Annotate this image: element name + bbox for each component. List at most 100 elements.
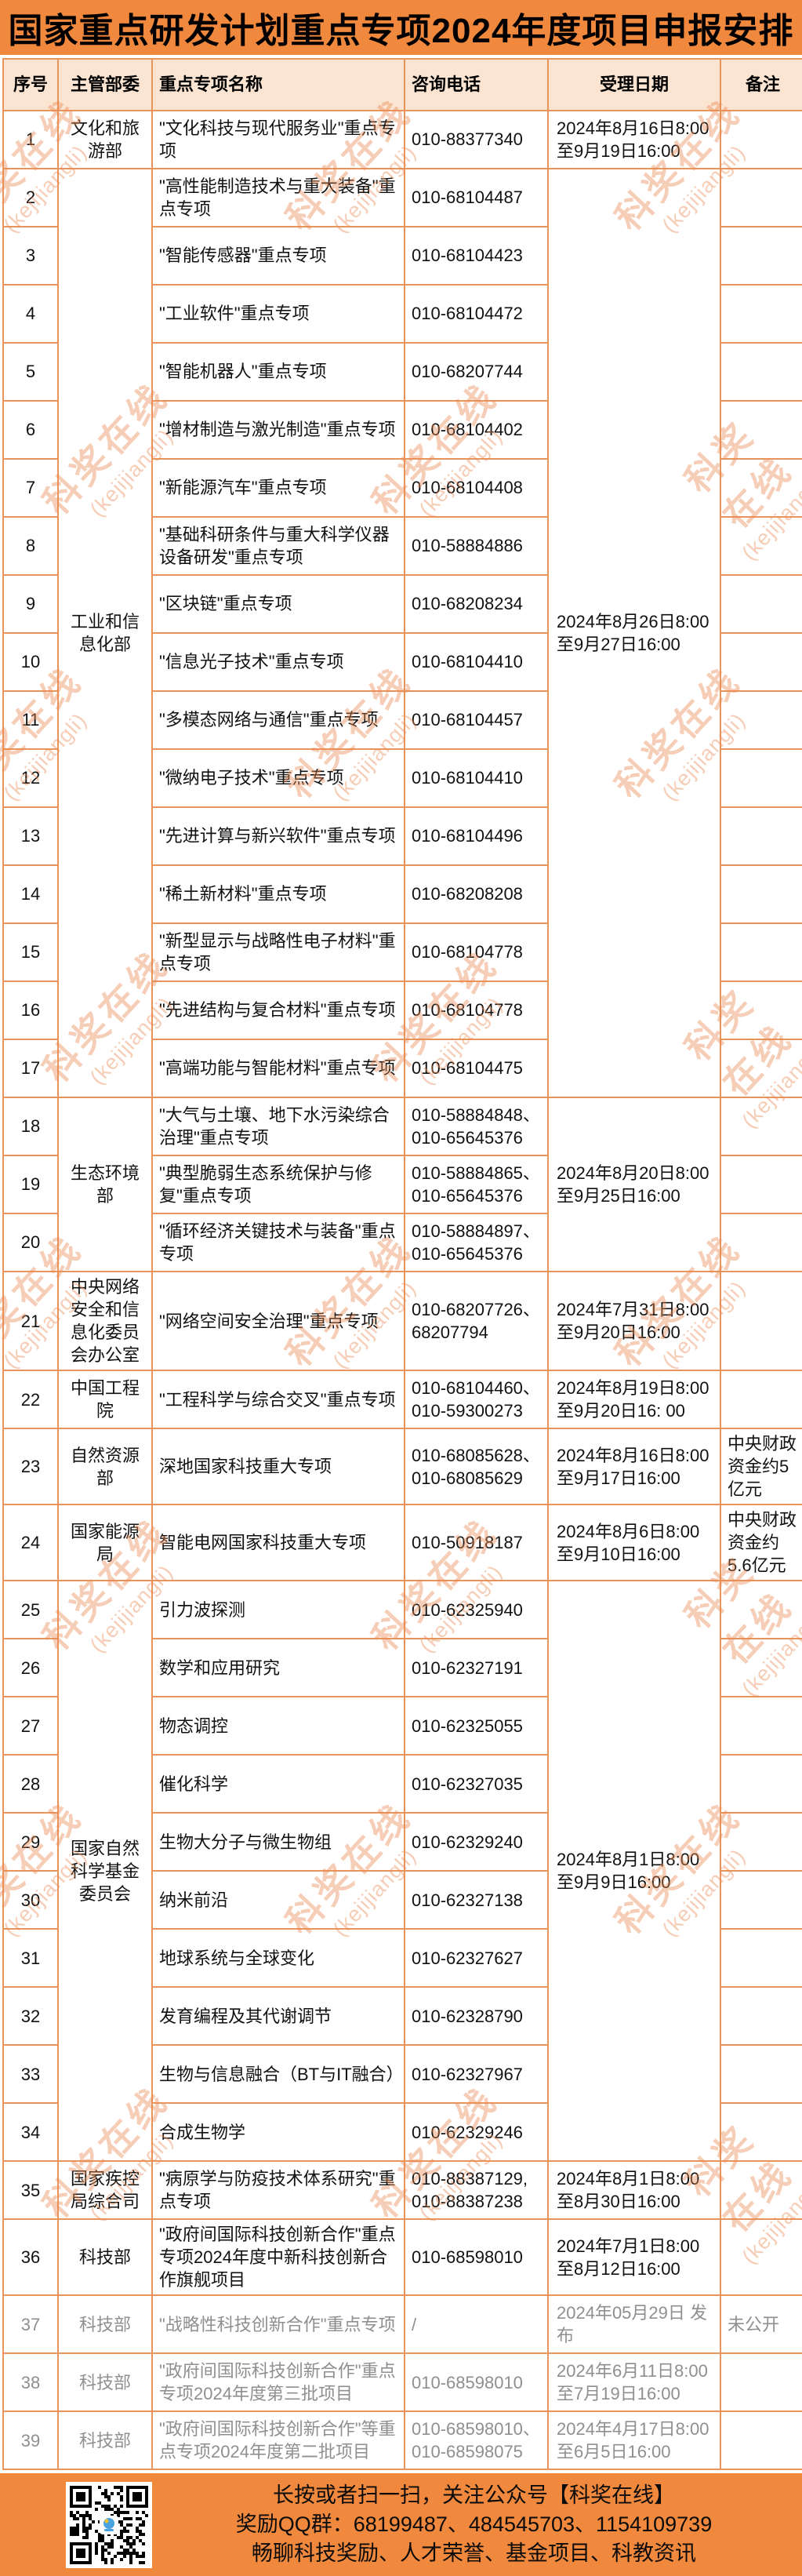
cell-phone: 010-68104778	[404, 922, 549, 982]
cell-ministry: 文化和旅游部	[57, 110, 153, 169]
cell-remark	[720, 2102, 802, 2163]
column-header-phone: 咨询电话	[404, 58, 549, 111]
cell-remark	[720, 864, 802, 924]
table-row: 24 国家能源局 智能电网国家科技重大专项 010-50918187 2024年8月6日…	[2, 1504, 802, 1582]
cell-serial-number: 24	[2, 1504, 59, 1582]
cell-ministry: 国家疾控局综合司	[57, 2160, 153, 2221]
cell-project-name: "政府间国际科技创新合作"重点专项2024年度第三批项目	[151, 2352, 405, 2413]
cell-remark	[720, 2218, 802, 2297]
footer: 长按或者扫一扫，关注公众号【科奖在线】 奖励QQ群：68199487、48454…	[0, 2473, 802, 2576]
cell-remark: 未公开	[720, 2294, 802, 2355]
cell-project-name: "新能源汽车"重点专项	[151, 458, 405, 518]
cell-serial-number: 37	[2, 2294, 59, 2355]
cell-serial-number: 19	[2, 1155, 59, 1214]
table-row: 21 中央网络安全和信息化委员会办公室 "网络空间安全治理"重点专项 010-6820…	[2, 1270, 802, 1372]
cell-project-name: "典型脆弱生态系统保护与修复"重点专项	[151, 1155, 405, 1214]
cell-remark	[720, 1580, 802, 1640]
column-header-no: 序号	[2, 58, 59, 111]
cell-phone: 010-62327967	[404, 2044, 549, 2105]
cell-project-name: "大气与土壤、地下水污染综合治理"重点专项	[151, 1097, 405, 1156]
cell-serial-number: 3	[2, 226, 59, 286]
cell-serial-number: 21	[2, 1270, 59, 1372]
cell-remark	[720, 574, 802, 634]
table-body: 1 文化和旅游部 "文化科技与现代服务业"重点专项 010-88377340 2024年…	[2, 110, 802, 2471]
cell-serial-number: 20	[2, 1213, 59, 1272]
cell-date: 2024年8月16日8:00 至9月17日16:00	[547, 1428, 721, 1506]
cell-date: 2024年6月11日8:00 至7月19日16:00	[547, 2352, 721, 2413]
cell-project-name: "政府间国际科技创新合作"重点专项2024年度中新科技创新合作旗舰项目	[151, 2218, 405, 2297]
cell-phone: 010-68104472	[404, 284, 549, 344]
cell-remark	[720, 1370, 802, 1430]
cell-remark	[720, 226, 802, 286]
cell-project-name: "稀土新材料"重点专项	[151, 864, 405, 924]
cell-serial-number: 12	[2, 748, 59, 808]
cell-serial-number: 39	[2, 2410, 59, 2471]
cell-phone: 010-68598010	[404, 2352, 549, 2413]
column-header-date: 受理日期	[547, 58, 721, 111]
cell-serial-number: 35	[2, 2160, 59, 2221]
cell-remark	[720, 342, 802, 402]
footer-line-2: 奖励QQ群：68199487、484545703、1154109739	[235, 2512, 713, 2537]
cell-serial-number: 29	[2, 1812, 59, 1872]
cell-serial-number: 17	[2, 1039, 59, 1098]
cell-remark	[720, 516, 802, 576]
cell-remark	[720, 2352, 802, 2413]
cell-serial-number: 7	[2, 458, 59, 518]
column-header-rem: 备注	[720, 58, 802, 111]
cell-project-name: "新型显示与战略性电子材料"重点专项	[151, 922, 405, 982]
cell-remark	[720, 1812, 802, 1872]
cell-project-name: 生物大分子与微生物组	[151, 1812, 405, 1872]
cell-ministry: 自然资源部	[57, 1428, 153, 1506]
cell-project-name: 深地国家科技重大专项	[151, 1428, 405, 1506]
cell-remark	[720, 1870, 802, 1930]
cell-project-name: 数学和应用研究	[151, 1638, 405, 1698]
column-header-name: 重点专项名称	[151, 58, 405, 111]
cell-phone: 010-62327627	[404, 1928, 549, 1988]
cell-serial-number: 33	[2, 2044, 59, 2105]
cell-phone: 010-62327035	[404, 1754, 549, 1814]
cell-phone: 010-68207726、68207794	[404, 1270, 549, 1372]
cell-project-name: "多模态网络与通信"重点专项	[151, 690, 405, 750]
cell-project-name: "基础科研条件与重大科学仪器设备研发"重点专项	[151, 516, 405, 576]
table-row: 25 国家自然科学基金委员会 引力波探测 010-62325940 2024年8月1日8…	[2, 1580, 802, 2163]
cell-phone: 010-68104410	[404, 632, 549, 692]
header-row: 序号 主管部委 重点专项名称 咨询电话 受理日期 备注	[2, 58, 802, 111]
cell-serial-number: 6	[2, 400, 59, 460]
cell-remark	[720, 981, 802, 1040]
cell-project-name: "网络空间安全治理"重点专项	[151, 1270, 405, 1372]
cell-phone: 010-68104408	[404, 458, 549, 518]
cell-project-name: 智能电网国家科技重大专项	[151, 1504, 405, 1582]
cell-remark	[720, 1754, 802, 1814]
cell-serial-number: 31	[2, 1928, 59, 1988]
cell-serial-number: 1	[2, 110, 59, 169]
cell-project-name: "战略性科技创新合作"重点专项	[151, 2294, 405, 2355]
cell-remark	[720, 1097, 802, 1156]
cell-phone: 010-68104410	[404, 748, 549, 808]
cell-ministry: 工业和信息化部	[57, 168, 153, 1098]
footer-line-3: 畅聊科技奖励、人才荣誉、基金项目、科教资讯	[252, 2541, 696, 2566]
cell-serial-number: 38	[2, 2352, 59, 2413]
cell-phone: /	[404, 2294, 549, 2355]
cell-project-name: "政府间国际科技创新合作"等重点专项2024年度第二批项目	[151, 2410, 405, 2471]
cell-ministry: 国家自然科学基金委员会	[57, 1580, 153, 2163]
cell-remark	[720, 1155, 802, 1214]
cell-phone: 010-58884897、010-65645376	[404, 1213, 549, 1272]
qr-code-image	[70, 2485, 148, 2564]
cell-remark	[720, 284, 802, 344]
cell-project-name: "病原学与防疫技术体系研究"重点专项	[151, 2160, 405, 2221]
qr-code	[66, 2481, 152, 2568]
cell-serial-number: 25	[2, 1580, 59, 1640]
cell-phone: 010-58884848、010-65645376	[404, 1097, 549, 1156]
cell-remark	[720, 168, 802, 227]
cell-phone: 010-62325055	[404, 1696, 549, 1756]
cell-ministry: 科技部	[57, 2352, 153, 2413]
cell-project-name: "信息光子技术"重点专项	[151, 632, 405, 692]
cell-serial-number: 34	[2, 2102, 59, 2163]
cell-phone: 010-62329246	[404, 2102, 549, 2163]
cell-date: 2024年4月17日8:00 至6月5日16:00	[547, 2410, 721, 2471]
cell-project-name: 地球系统与全球变化	[151, 1928, 405, 1988]
cell-serial-number: 23	[2, 1428, 59, 1506]
cell-date: 2024年05月29日 发布	[547, 2294, 721, 2355]
cell-remark	[720, 1638, 802, 1698]
table-row: 18 生态环境部 "大气与土壤、地下水污染综合治理"重点专项 010-58884848…	[2, 1097, 802, 1272]
